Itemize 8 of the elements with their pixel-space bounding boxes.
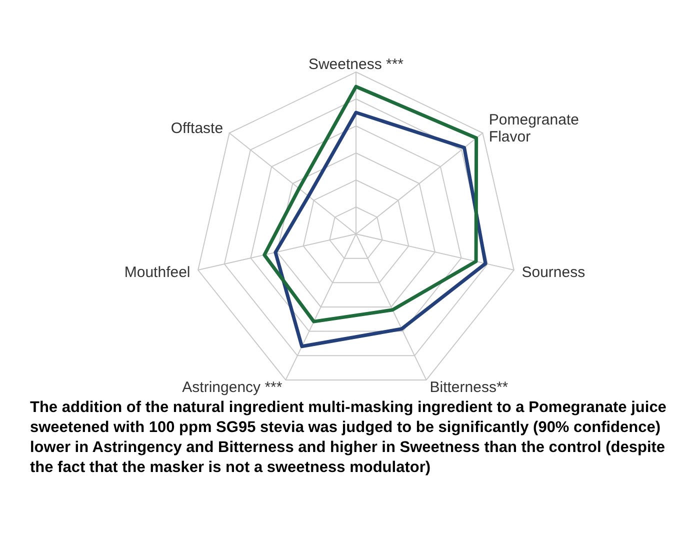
spoke-label: Sweetness *** [308, 56, 404, 73]
spoke-label: Bitterness** [430, 379, 508, 396]
spoke-label: Offtaste [170, 120, 224, 138]
spoke-label: Mouthfeel [124, 264, 190, 281]
spoke-label: Pomegranate Flavor [488, 112, 579, 146]
spoke-label: Sourness [522, 264, 586, 281]
text: The addition of the natural ingredient multi-masking ingredient to a Pomegranate juice sweetened with 100 ppm SG95 stevia was judged to be significantly (90% confidence) lower in Astringency and Bitterness and higher in Sweetness than the control (despite the fact that the masker is not a sweetness modulator) [30, 398, 668, 478]
spoke-label: Astringency *** [182, 379, 282, 396]
